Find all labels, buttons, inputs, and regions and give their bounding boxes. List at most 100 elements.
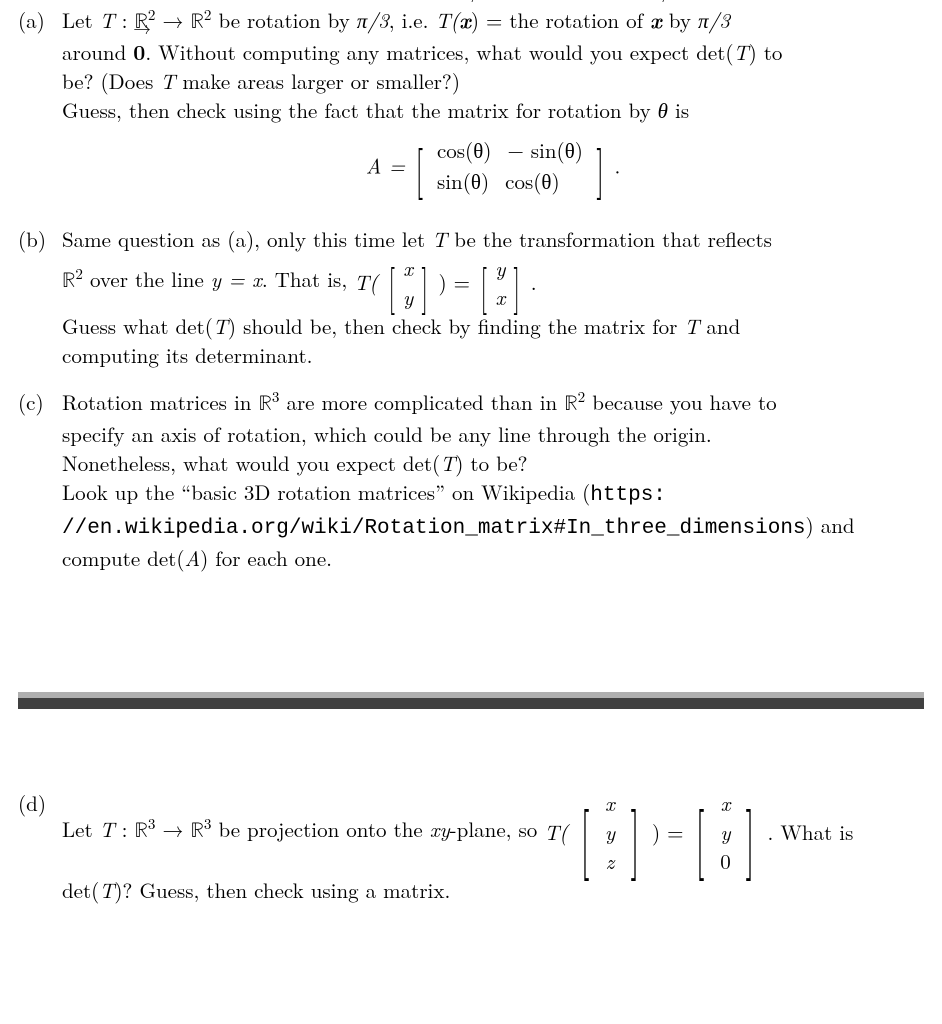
right-bracket-icon: ] bbox=[746, 797, 755, 869]
text: are more complicated than in bbox=[279, 387, 564, 417]
text: specify an axis of rotation, which could… bbox=[62, 419, 712, 449]
sym-xvec: x bbox=[650, 5, 662, 35]
text: and bbox=[699, 311, 740, 341]
text: → bbox=[155, 5, 190, 35]
text: because you have to bbox=[585, 387, 776, 417]
right-bracket-icon: ] bbox=[421, 259, 428, 307]
text: computing its determinant. bbox=[62, 340, 312, 370]
text: T( bbox=[435, 5, 459, 35]
left-bracket-icon: [ bbox=[388, 259, 395, 307]
part-c-label: (c) bbox=[18, 388, 62, 417]
vec-cell: x bbox=[492, 283, 508, 312]
part-c-body: Rotation matrices in ℝ3 are more complic… bbox=[62, 388, 924, 573]
vec-cell: y bbox=[712, 818, 738, 847]
text: ) = bbox=[652, 817, 691, 847]
sym-T: T bbox=[160, 66, 175, 96]
text: . What is bbox=[768, 817, 854, 847]
part-d-label: (d) bbox=[18, 789, 62, 818]
text: is bbox=[668, 95, 689, 125]
sym-zero: 0 bbox=[133, 37, 145, 67]
sym-T: T bbox=[440, 448, 455, 478]
page: (a) Let T : ℝ2 → ℝ2 be rotation by π/3, … bbox=[0, 0, 942, 905]
text: be rotation by bbox=[211, 5, 356, 35]
part-d-body: Let T : ℝ3 → ℝ3 be projection onto the x… bbox=[62, 789, 924, 905]
text: ) and bbox=[806, 510, 855, 540]
sym-R: ℝ bbox=[564, 394, 577, 415]
text: )? Guess, then check using a matrix. bbox=[114, 875, 450, 905]
text: , i.e. bbox=[389, 5, 436, 35]
url-text: https: bbox=[590, 484, 666, 507]
matrix-A: [ cos(θ)− sin(θ) sin(θ)cos(θ) ] bbox=[412, 135, 607, 197]
text: be? (Does bbox=[62, 66, 160, 96]
sym-T: T bbox=[100, 814, 115, 844]
text: Nonetheless, what would you expect det( bbox=[62, 448, 440, 478]
sym-yx: y = x bbox=[211, 264, 262, 294]
text: ) = bbox=[439, 267, 478, 297]
text: ) should be, then check by finding the m… bbox=[228, 311, 684, 341]
part-d: (d) Let T : ℝ3 → ℝ3 be projection onto t… bbox=[18, 789, 924, 905]
sym-A: A bbox=[185, 543, 201, 573]
vec-cell: y bbox=[400, 283, 416, 312]
text: be projection onto the bbox=[211, 814, 429, 844]
text: : bbox=[115, 814, 135, 844]
text: over the line bbox=[83, 264, 211, 294]
left-bracket-icon: [ bbox=[580, 797, 589, 869]
sym-T: T bbox=[213, 311, 228, 341]
text: ) to be? bbox=[455, 448, 527, 478]
part-a: (a) Let T : ℝ2 → ℝ2 be rotation by π/3, … bbox=[18, 6, 924, 207]
vec-cell: y bbox=[597, 818, 623, 847]
text: be the transformation that reflects bbox=[447, 224, 772, 254]
sym-R: ℝ bbox=[190, 821, 203, 842]
sym-T: T bbox=[100, 5, 115, 35]
text: make areas larger or smaller?) bbox=[175, 66, 460, 96]
url-text: //en.wikipedia.org/wiki/Rotation_matrix#… bbox=[62, 517, 806, 540]
text: ) to bbox=[749, 37, 783, 67]
vec-cell: y bbox=[492, 254, 508, 283]
matrix-cell: sin(θ) bbox=[429, 166, 497, 197]
text: T( bbox=[544, 817, 568, 847]
text: Guess, then check using the fact that th… bbox=[62, 95, 658, 125]
sym-R: ℝ bbox=[62, 271, 75, 292]
text: . That is, bbox=[262, 264, 354, 294]
text: Guess what det( bbox=[62, 311, 213, 341]
vec-cell: 0 bbox=[712, 847, 738, 876]
sym-T: T bbox=[99, 875, 114, 905]
text: . Without computing any matrices, what w… bbox=[145, 37, 733, 67]
text: . bbox=[531, 267, 537, 297]
page-separator bbox=[18, 692, 924, 709]
vector-in: [ xy ] bbox=[385, 254, 432, 312]
matrix-cell: − sin(θ) bbox=[499, 135, 591, 166]
sym-pi3: π/3 bbox=[698, 5, 730, 35]
sym-theta: θ bbox=[658, 95, 668, 125]
text: -plane, so bbox=[450, 814, 545, 844]
left-bracket-icon: [ bbox=[696, 797, 705, 869]
matrix-lhs: A = bbox=[366, 150, 413, 180]
part-b-body: Same question as (a), only this time let… bbox=[62, 225, 924, 370]
text: → bbox=[155, 814, 190, 844]
right-bracket-icon: ] bbox=[630, 797, 639, 869]
right-bracket-icon: ] bbox=[596, 140, 604, 192]
text: Let bbox=[62, 5, 100, 35]
part-a-body: Let T : ℝ2 → ℝ2 be rotation by π/3, i.e.… bbox=[62, 6, 924, 207]
text: det( bbox=[62, 875, 99, 905]
part-b: (b) Same question as (a), only this time… bbox=[18, 225, 924, 370]
sym-xy: xy bbox=[430, 814, 450, 844]
vec-cell: x bbox=[712, 789, 738, 818]
part-b-label: (b) bbox=[18, 225, 62, 254]
left-bracket-icon: [ bbox=[416, 140, 424, 192]
text: ) for each one. bbox=[200, 543, 332, 573]
sym-R: ℝ bbox=[258, 394, 271, 415]
sym-T: T bbox=[684, 311, 699, 341]
vector-in-3d: [ x y z ] bbox=[575, 789, 645, 876]
sym-xvec: x bbox=[459, 5, 471, 35]
rotation-matrix-display: A = [ cos(θ)− sin(θ) sin(θ)cos(θ) ] . bbox=[62, 135, 924, 197]
sym-R: ℝ bbox=[135, 821, 148, 842]
sym-T: T bbox=[734, 37, 749, 67]
matrix-cell: cos(θ) bbox=[497, 166, 568, 197]
text: Same question as (a), only this time let bbox=[62, 224, 432, 254]
vec-cell: x bbox=[597, 789, 623, 818]
part-c: (c) Rotation matrices in ℝ3 are more com… bbox=[18, 388, 924, 573]
text: T( bbox=[354, 267, 378, 297]
text: ) = the rotation of bbox=[471, 5, 650, 35]
vec-cell: x bbox=[400, 254, 416, 283]
